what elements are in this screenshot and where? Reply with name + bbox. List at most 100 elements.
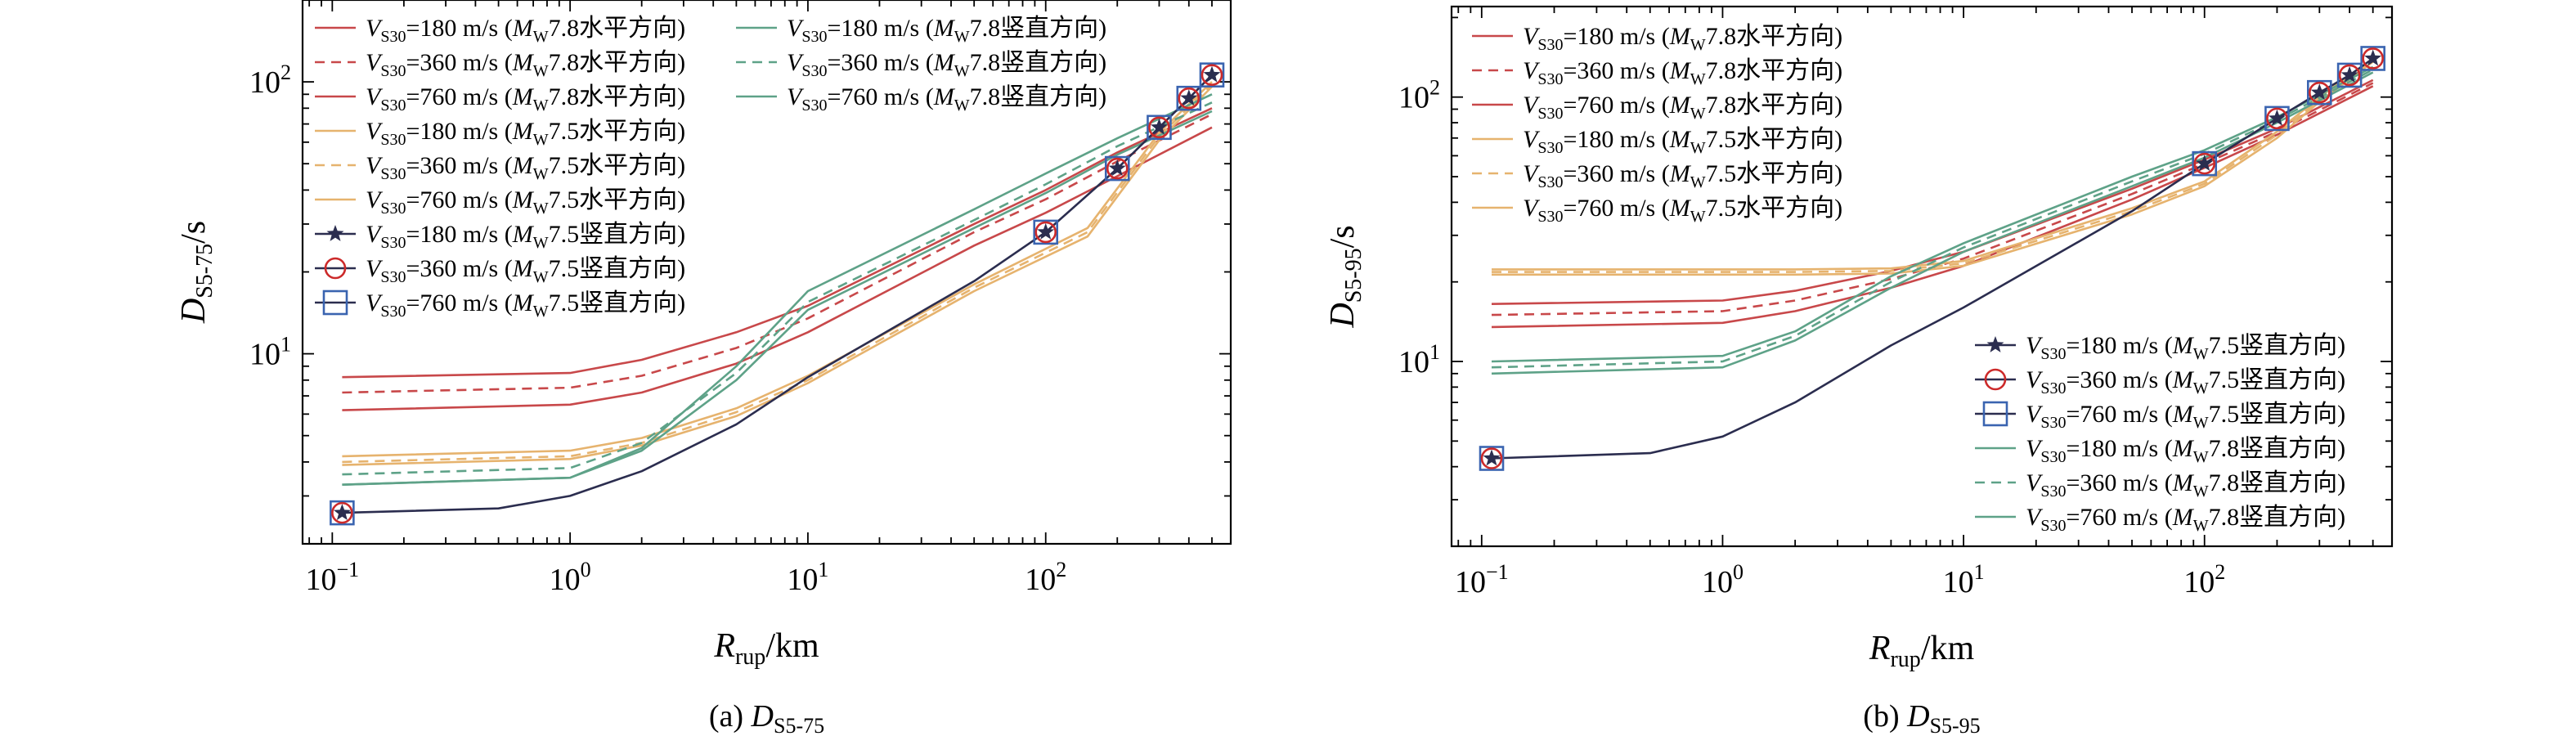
p2-marker-v75_360 (2266, 107, 2288, 130)
p2-legend-label-h78_360: VS30=360 m/s (MW7.8水平方向) (1523, 57, 1842, 88)
p1-marker-v75_180 (1037, 222, 1055, 240)
p1-series-h75_180 (342, 81, 1213, 458)
p2-ytick-label: 101 (1398, 340, 1440, 379)
p1-marker-v75_760 (1147, 114, 1172, 141)
p1-marker-v75_760 (1104, 155, 1130, 182)
p2-legend-label-v75_180: VS30=180 m/s (MW7.5竖直方向) (2026, 332, 2345, 363)
p1-marker-v75_180 (1180, 89, 1198, 106)
p1-x-axis-label: Rrup/km (713, 627, 819, 670)
p2-legend-label-h78_760: VS30=760 m/s (MW7.8水平方向) (1523, 92, 1842, 123)
p1-marker-v75_180 (1151, 118, 1168, 135)
p1-legend-v75_760-marker (322, 289, 348, 316)
p2-legend-label-h75_360: VS30=360 m/s (MW7.5水平方向) (1523, 160, 1842, 191)
p1-ytick-label: 102 (249, 61, 291, 100)
p1-legend-label-h75_760: VS30=760 m/s (MW7.5水平方向) (366, 186, 685, 218)
p2-legend-v75_180-marker (1986, 336, 2004, 352)
p2-series-h75_360 (1492, 59, 2374, 273)
p2-legend-label-v75_760: VS30=760 m/s (MW7.5竖直方向) (2026, 401, 2345, 432)
p1-marker-v75_360 (331, 501, 353, 524)
p2-legend-label-h75_180: VS30=180 m/s (MW7.5水平方向) (1523, 126, 1842, 157)
p1-legend-v75_360-marker (324, 257, 347, 280)
p2-marker-v75_760 (2360, 46, 2385, 71)
p1-legend-label-v78_760: VS30=760 m/s (MW7.8竖直方向) (787, 83, 1106, 114)
p1-series-h75_760 (342, 86, 1213, 466)
p2-xtick-label: 102 (2183, 560, 2225, 599)
p2-legend-label-h75_760: VS30=760 m/s (MW7.5水平方向) (1523, 195, 1842, 226)
p2-marker-v75_180 (2310, 83, 2328, 101)
p1-marker-v75_760 (330, 500, 355, 526)
p2-marker-v75_760 (2264, 105, 2290, 132)
p1-panel-caption: (a) DS5-75 (709, 699, 824, 738)
p1-legend-label-h78_760: VS30=760 m/s (MW7.8水平方向) (366, 83, 685, 114)
p2-xtick-label: 101 (1943, 560, 1985, 599)
p2-plot-frame (1450, 5, 2394, 548)
p2-ticks (1452, 7, 2393, 547)
p2-legend-label-h78_180: VS30=180 m/s (MW7.8水平方向) (1523, 23, 1842, 54)
p2-panel-caption: (b) DS5-95 (1863, 699, 1980, 738)
p2-legend-v75_360-marker (1984, 368, 2007, 391)
p2-series-v78_360 (1491, 68, 2374, 369)
p2-marker-v75_180 (2364, 49, 2382, 66)
p1-series-v78_760 (342, 110, 1213, 486)
p1-series-v75_180 (342, 74, 1213, 514)
p1-ticks (303, 0, 1232, 545)
p2-marker-v75_760 (2192, 150, 2218, 177)
p1-xtick-label: 102 (1025, 558, 1066, 597)
p2-marker-v75_360 (2362, 47, 2384, 70)
p1-marker-v75_760 (1033, 219, 1059, 245)
p1-marker-v75_180 (1108, 159, 1126, 176)
p1-legend-1: VS30=180 m/s (MW7.8水平方向)VS30=360 m/s (MW… (315, 15, 685, 321)
p1-marker-v75_760 (1176, 85, 1202, 111)
p2-xtick-label: 100 (1702, 560, 1744, 599)
p2-marker-v75_180 (2269, 109, 2286, 126)
p1-series-h75_360 (342, 83, 1213, 464)
p1-legend-label-v78_180: VS30=180 m/s (MW7.8竖直方向) (787, 15, 1106, 46)
p2-legend-v75_760-marker (1982, 401, 2008, 427)
p2-marker-v75_180 (2340, 65, 2358, 83)
p2-marker-v75_360 (2193, 152, 2216, 175)
p2-marker-v75_360 (2338, 64, 2361, 87)
p1-marker-v75_360 (1200, 64, 1223, 86)
p2-plot-area (1479, 46, 2385, 471)
p2-marker-v75_360 (1480, 447, 1503, 469)
p1-marker-v75_180 (333, 504, 351, 520)
p2-marker-v75_760 (1479, 446, 1505, 471)
p2-legend-label-v78_180: VS30=180 m/s (MW7.8竖直方向) (2026, 435, 2345, 466)
p1-legend-label-v78_360: VS30=360 m/s (MW7.8竖直方向) (787, 49, 1106, 80)
p2-legend-label-v75_360: VS30=360 m/s (MW7.5竖直方向) (2026, 366, 2345, 397)
p1-marker-v75_360 (1178, 87, 1200, 110)
p2-y-axis-label: DS5-95/s (1324, 225, 1367, 328)
p2-legend-label-v78_360: VS30=360 m/s (MW7.8竖直方向) (2026, 469, 2345, 500)
p2-series-h75_180 (1492, 57, 2374, 271)
panel-b: 10−1 100 101 102 101 102 Rrup/km DS5-95/s (b) DS… (1324, 5, 2394, 738)
p2-legend-2: VS30=180 m/s (MW7.5竖直方向)VS30=360 m/s (MW… (1975, 332, 2345, 535)
p1-series-h78_180 (342, 107, 1213, 379)
p2-xtick-label: 10−1 (1455, 560, 1509, 599)
p1-marker-v75_360 (1034, 221, 1057, 244)
p1-ytick-label: 101 (249, 333, 291, 372)
p2-legend-label-v78_760: VS30=760 m/s (MW7.8竖直方向) (2026, 504, 2345, 535)
p2-series-h75_760 (1492, 61, 2374, 276)
p1-legend-label-h75_360: VS30=360 m/s (MW7.5水平方向) (366, 152, 685, 183)
p1-marker-v75_180 (1203, 65, 1221, 83)
p2-marker-v75_180 (1483, 449, 1501, 466)
p1-legend-v75_180-marker (326, 225, 344, 241)
p1-legend-label-v75_360: VS30=360 m/s (MW7.5竖直方向) (366, 255, 685, 286)
p1-series-h78_360 (342, 113, 1213, 394)
p2-x-axis-label: Rrup/km (1869, 630, 1975, 672)
p1-legend-label-h78_180: VS30=180 m/s (MW7.8水平方向) (366, 15, 685, 46)
panel-a: 10−1 100 101 102 101 102 Rrup/km DS5-75/s (a) DS… (175, 0, 1232, 738)
p1-marker-v75_360 (1106, 157, 1129, 180)
p1-xtick-label: 100 (550, 558, 591, 597)
p2-marker-v75_760 (2336, 62, 2363, 88)
p1-legend-label-v75_180: VS30=180 m/s (MW7.5竖直方向) (366, 221, 685, 252)
p1-legend-label-h78_360: VS30=360 m/s (MW7.8水平方向) (366, 49, 685, 80)
p2-marker-v75_760 (2307, 79, 2332, 105)
p1-series-v78_360 (342, 101, 1213, 476)
p1-legend-label-v75_760: VS30=760 m/s (MW7.5竖直方向) (366, 289, 685, 321)
p2-marker-v75_180 (2196, 155, 2214, 171)
p1-marker-v75_360 (1148, 116, 1170, 139)
p2-series-v78_180 (1491, 65, 2374, 363)
p2-series-h78_360 (1491, 82, 2374, 316)
